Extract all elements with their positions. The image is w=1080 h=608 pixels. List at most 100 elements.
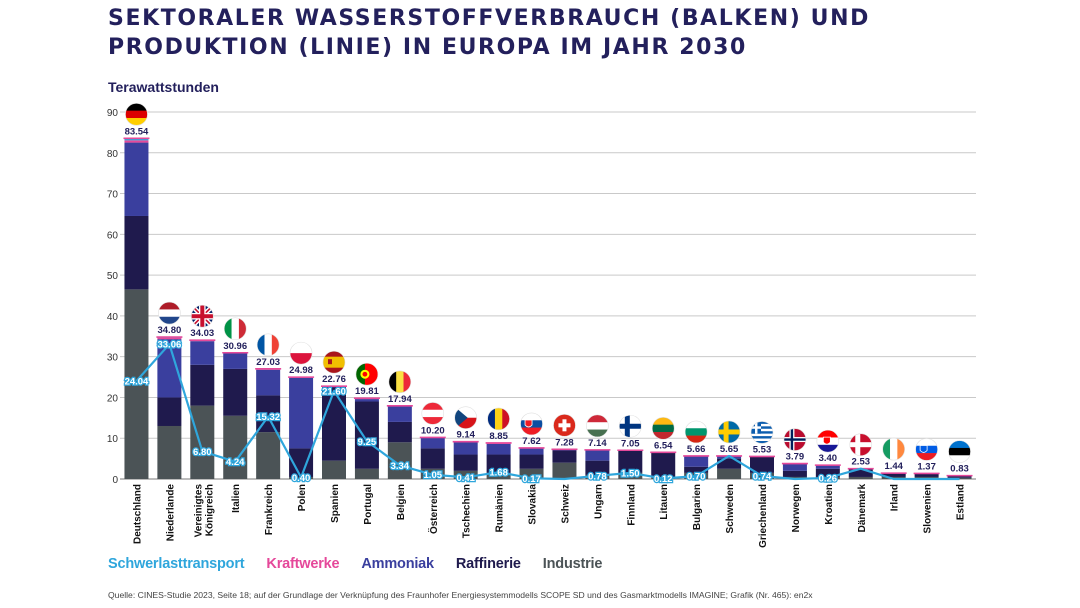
legend-item-ammoniak: Ammoniak [361,556,434,572]
total-value-label: 0.83 [950,464,969,475]
flag-body [191,305,214,328]
x-tick-label: Bulgarien [692,484,703,530]
chart-title-line-2: PRODUKTION (LINIE) IN EUROPA IM JAHR 203… [108,35,747,60]
flag-body [685,420,708,443]
flag-stripe [915,438,938,447]
x-tick-label: Dänemark [857,484,868,533]
flag-triangle [454,406,468,429]
production-line [135,343,960,481]
bar-segment-ammoniak [717,456,742,459]
bar-segment-ammoniak [322,386,346,388]
flag-stripe [816,444,839,453]
bar-segment-ammoniak [124,142,149,216]
bar-segment-raffinerie [914,473,939,477]
x-tick-label: VereinigtesKönigreich [193,484,215,538]
production-data-label: 0.74 [753,471,772,482]
flag-spain-icon [322,350,346,374]
flag-germany-icon [125,103,148,126]
production-data-label: 0.17 [522,474,541,485]
bar-segment-ammoniak [585,450,610,461]
total-value-label: 7.62 [522,436,541,447]
y-tick-label: 50 [107,271,119,282]
x-tick-label: Litauen [659,484,670,520]
bar-segment-industrie [124,289,149,479]
flag-stripe [271,333,280,356]
production-data-label: 1.68 [489,468,508,479]
flag-border [125,103,148,126]
flag-portugal-icon [355,362,379,386]
flag-france-icon [256,333,280,357]
flag-body [816,430,839,453]
flag-body [257,333,280,356]
flag-norway-icon [783,428,807,451]
flag-border [289,341,313,365]
chart-title: SEKTORALER WASSERSTOFFVERBRAUCH (BALKEN)… [108,4,870,62]
flag-sweden-icon [717,420,741,444]
bar-segment-raffinerie [519,454,544,469]
flag-border [651,417,675,440]
x-tick-label: Norwegen [791,484,802,532]
y-tick-label: 60 [107,230,119,241]
y-tick-label: 30 [107,353,119,364]
bar-segment-industrie [552,462,577,479]
flag-body [487,407,510,430]
flag-emblem [919,445,928,453]
flag-stripe [290,353,313,365]
bar-segment-industrie [585,474,610,479]
x-tick-label: Irland [890,484,901,511]
bar-segment-ammoniak [453,442,478,455]
bar-segment-kraftwerke [124,140,149,143]
x-tick-label-line: Belgien [396,484,407,520]
flag-cross [849,442,872,448]
flag-border [915,438,938,461]
flag-emblem [362,371,368,377]
x-tick-label: Deutschland [132,484,143,544]
flag-stripe [487,407,496,430]
production-data-label: 4.24 [226,457,245,468]
x-tick-label: Kroatien [824,484,835,525]
bar-segment-raffinerie [585,460,610,475]
flag-emblem [822,436,831,445]
bar-segment-raffinerie [223,368,248,416]
flag-border [223,317,247,341]
flag-stripe [403,370,411,393]
x-tick-label-line: Kroatien [824,484,835,525]
flag-stripe [751,441,773,444]
x-tick-label-line: Portugal [363,484,374,525]
flag-cross [723,420,729,443]
x-tick-label: Frankreich [264,484,275,535]
flag-poland-icon [289,341,313,365]
y-tick-label: 10 [107,434,119,445]
flag-italy-icon [223,317,247,341]
total-value-label: 17.94 [388,394,412,405]
flag-stripe [751,421,773,425]
bar-segment-raffinerie [157,397,182,426]
bar-segment-raffinerie [848,468,873,477]
x-tick-label: Estland [956,484,967,520]
flag-stripe [915,453,938,461]
flag-stripe [890,438,898,461]
bar-segment-raffinerie [552,450,577,463]
bar-segment-industrie [256,432,281,479]
bar-segment-ammoniak [256,369,281,396]
flag-body [224,317,247,340]
flag-stripe [421,417,444,425]
total-value-label: 3.79 [786,452,805,463]
flag-body [751,421,773,444]
total-value-label: 7.05 [621,438,640,449]
flag-czechia-icon [454,406,477,430]
y-tick-label: 90 [107,108,119,119]
flag-cross [619,423,642,429]
legend: Schwerlasttransport Kraftwerke Ammoniak … [108,556,602,572]
x-tick-label-line: Deutschland [132,484,143,544]
x-tick-label-line: Niederlande [165,484,176,542]
flag-stripe [685,428,708,436]
x-tick-label-line: Irland [890,484,901,511]
flag-stripe [882,438,891,461]
x-tick-label-line: Spanien [330,484,341,523]
x-tick-label: Portugal [363,484,374,525]
flag-stripe [586,429,609,437]
flag-cross [755,421,758,434]
flag-body [948,440,971,463]
flag-belgium-icon [388,370,412,394]
